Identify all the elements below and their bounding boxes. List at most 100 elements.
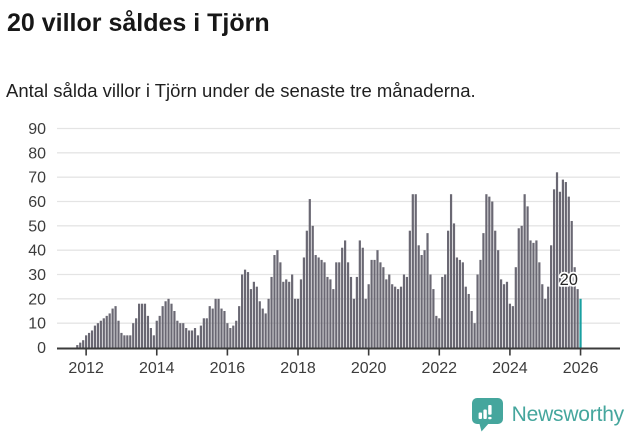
bar [138, 303, 141, 348]
x-tick-label: 2018 [280, 360, 316, 377]
bar [488, 196, 491, 348]
bar [344, 240, 347, 348]
bar [564, 182, 567, 348]
x-tick-label: 2024 [492, 360, 528, 377]
bar [464, 286, 467, 348]
bar [461, 262, 464, 348]
logo-bubble-shape [471, 398, 503, 424]
bar [438, 318, 441, 348]
bar [558, 191, 562, 348]
bar [394, 286, 397, 348]
highlighted-bar [579, 298, 582, 348]
bar [241, 274, 244, 348]
bar [264, 313, 267, 348]
x-tick-label: 2014 [139, 360, 175, 377]
y-tick-label: 0 [37, 340, 46, 357]
bar [143, 303, 147, 348]
bar [567, 196, 570, 348]
bar [188, 330, 191, 348]
chart-title: 20 villor såldes i Tjörn [7, 9, 270, 37]
bar [202, 318, 205, 348]
bar [176, 320, 179, 348]
bar [411, 194, 414, 348]
bar [311, 225, 314, 348]
bar [279, 262, 282, 348]
bar [341, 247, 344, 348]
bar [146, 315, 150, 348]
bar [423, 250, 426, 348]
bar [508, 303, 512, 348]
bar [561, 179, 564, 348]
bar [452, 223, 456, 348]
bar [352, 298, 356, 348]
bar [214, 298, 217, 348]
bar [76, 345, 79, 348]
bar [199, 325, 203, 348]
bar [296, 298, 300, 348]
bar [223, 311, 226, 348]
bar [291, 274, 294, 348]
bar [535, 240, 538, 348]
bar [444, 274, 447, 348]
bar [238, 306, 241, 348]
bar [544, 298, 547, 348]
bar [302, 257, 306, 348]
bar [429, 274, 432, 348]
bar [93, 325, 97, 348]
bar [99, 320, 102, 348]
bar [511, 306, 514, 348]
brand-footer[interactable]: Newsworthy [471, 396, 624, 434]
bar [185, 328, 188, 348]
bar [476, 274, 479, 348]
bar [164, 301, 167, 348]
logo-bubble-tail [478, 422, 490, 432]
bar [364, 298, 367, 348]
x-tick-label: 2026 [563, 360, 599, 377]
bar [526, 206, 529, 348]
bar [388, 274, 391, 348]
bar [505, 281, 509, 348]
bar [385, 279, 388, 348]
y-tick-label: 60 [28, 194, 46, 211]
y-tick-label: 80 [28, 145, 46, 162]
bar [193, 328, 197, 348]
brand-wordmark: Newsworthy [511, 403, 625, 426]
bar [182, 323, 185, 348]
x-tick-label: 2022 [421, 360, 457, 377]
bar [349, 276, 353, 348]
bar [449, 194, 453, 348]
bar [190, 330, 194, 348]
bar [555, 172, 559, 348]
y-tick-label: 50 [28, 218, 46, 235]
bar [547, 286, 550, 348]
bar [226, 323, 229, 348]
y-tick-label: 20 [28, 291, 46, 308]
y-tick-label: 30 [28, 267, 46, 284]
bar [276, 250, 279, 348]
bar [235, 320, 238, 348]
bar [514, 267, 517, 348]
bar [79, 342, 82, 348]
y-tick-label: 10 [28, 316, 46, 333]
bar [167, 298, 170, 348]
bar [120, 332, 123, 348]
bar [376, 250, 379, 348]
bar [217, 298, 220, 348]
bar [408, 230, 411, 348]
bar [85, 335, 88, 348]
bar [499, 279, 503, 348]
bar [90, 330, 94, 348]
x-tick-label: 2016 [210, 360, 246, 377]
bar [305, 230, 308, 348]
bar [117, 320, 120, 348]
bar [323, 262, 326, 348]
y-tick-label: 90 [28, 121, 46, 138]
bar [552, 189, 556, 348]
bar [529, 240, 532, 348]
bar [435, 315, 438, 348]
bar [105, 315, 108, 348]
x-tick-label: 2012 [68, 360, 104, 377]
bar [96, 323, 99, 348]
